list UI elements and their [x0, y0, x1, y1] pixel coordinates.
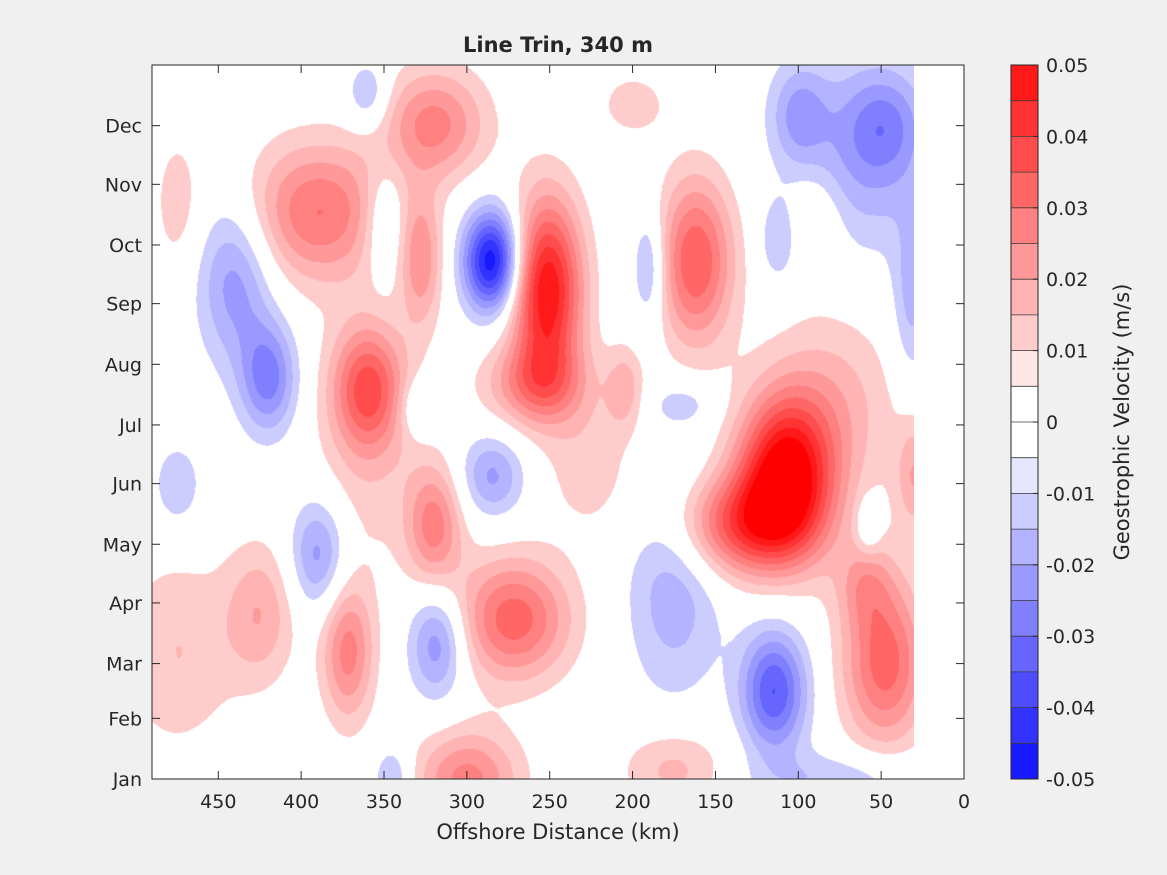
colorbar-band: [1011, 243, 1038, 280]
y-tick-label: Oct: [109, 235, 142, 257]
x-tick-label: 50: [869, 791, 893, 813]
velocity-contour-field: [152, 65, 914, 779]
x-tick-label: 450: [200, 791, 236, 813]
colorbar-band: [1011, 65, 1038, 102]
colorbar-tick-label: 0.03: [1046, 198, 1088, 220]
colorbar: 0.05 0.04 0.03 0.02 0.01 0 -0.01 -0.02 -0.03 -0.0…: [1010, 55, 1095, 791]
colorbar-tick-label: 0.02: [1046, 269, 1088, 291]
colorbar-tick-label: 0.01: [1046, 341, 1088, 363]
colorbar-band: [1011, 493, 1038, 530]
x-tick-label: 200: [614, 791, 650, 813]
colorbar-band: [1011, 422, 1038, 459]
y-tick-label: Jun: [111, 474, 142, 496]
colorbar-band: [1011, 314, 1038, 352]
x-tick-label: 350: [366, 791, 402, 813]
colorbar-tick-label: -0.02: [1046, 555, 1095, 577]
colorbar-band: [1011, 136, 1038, 173]
y-tick-label: Dec: [105, 116, 142, 138]
y-tick-label: Feb: [108, 708, 142, 730]
colorbar-band: [1011, 671, 1038, 709]
colorbar-band: [1011, 386, 1038, 423]
colorbar-band: [1011, 707, 1038, 744]
chart-title: Line Trin, 340 m: [463, 33, 653, 57]
colorbar-band: [1011, 350, 1038, 387]
colorbar-band: [1011, 600, 1038, 637]
y-tick-label: Jan: [112, 769, 142, 791]
x-tick-label: 150: [697, 791, 733, 813]
y-tick-label: Nov: [105, 174, 142, 196]
colorbar-band: [1011, 529, 1038, 566]
colorbar-band: [1011, 636, 1038, 673]
x-tick-label: 300: [449, 791, 485, 813]
x-tick-label: 0: [958, 791, 970, 813]
colorbar-tick-label: -0.05: [1046, 769, 1095, 791]
colorbar-band: [1011, 172, 1038, 209]
colorbar-tick-label: -0.03: [1046, 626, 1095, 648]
colorbar-tick-label: -0.04: [1046, 698, 1095, 720]
y-axis-ticks: Jan Feb Mar Apr May Jun Jul Aug Sep Oct Nov Dec: [103, 116, 964, 791]
x-tick-label: 250: [532, 791, 568, 813]
x-axis-label: Offshore Distance (km): [436, 820, 679, 844]
colorbar-band: [1011, 457, 1038, 494]
colorbar-band: [1011, 564, 1038, 601]
y-tick-label: Apr: [109, 593, 142, 615]
colorbar-tick-label: -0.01: [1046, 483, 1095, 505]
colorbar-band: [1011, 100, 1038, 137]
colorbar-tick-label: 0: [1046, 412, 1058, 434]
colorbar-band: [1011, 743, 1038, 780]
y-tick-label: May: [103, 534, 142, 556]
colorbar-band: [1011, 207, 1038, 244]
y-tick-label: Sep: [106, 294, 142, 316]
colorbar-tick-label: 0.05: [1046, 55, 1088, 77]
y-tick-label: Aug: [105, 354, 142, 376]
axes-box: [151, 64, 965, 780]
x-tick-label: 100: [780, 791, 816, 813]
y-tick-label: Mar: [106, 654, 142, 676]
colorbar-tick-label: 0.04: [1046, 126, 1088, 148]
x-axis-ticks: 450 400 350 300 250 200 150 100 50 0: [200, 65, 970, 813]
colorbar-label: Geostrophic Velocity (m/s): [1110, 284, 1134, 561]
y-tick-label: Jul: [118, 415, 142, 437]
colorbar-band: [1011, 279, 1038, 316]
x-tick-label: 400: [283, 791, 319, 813]
